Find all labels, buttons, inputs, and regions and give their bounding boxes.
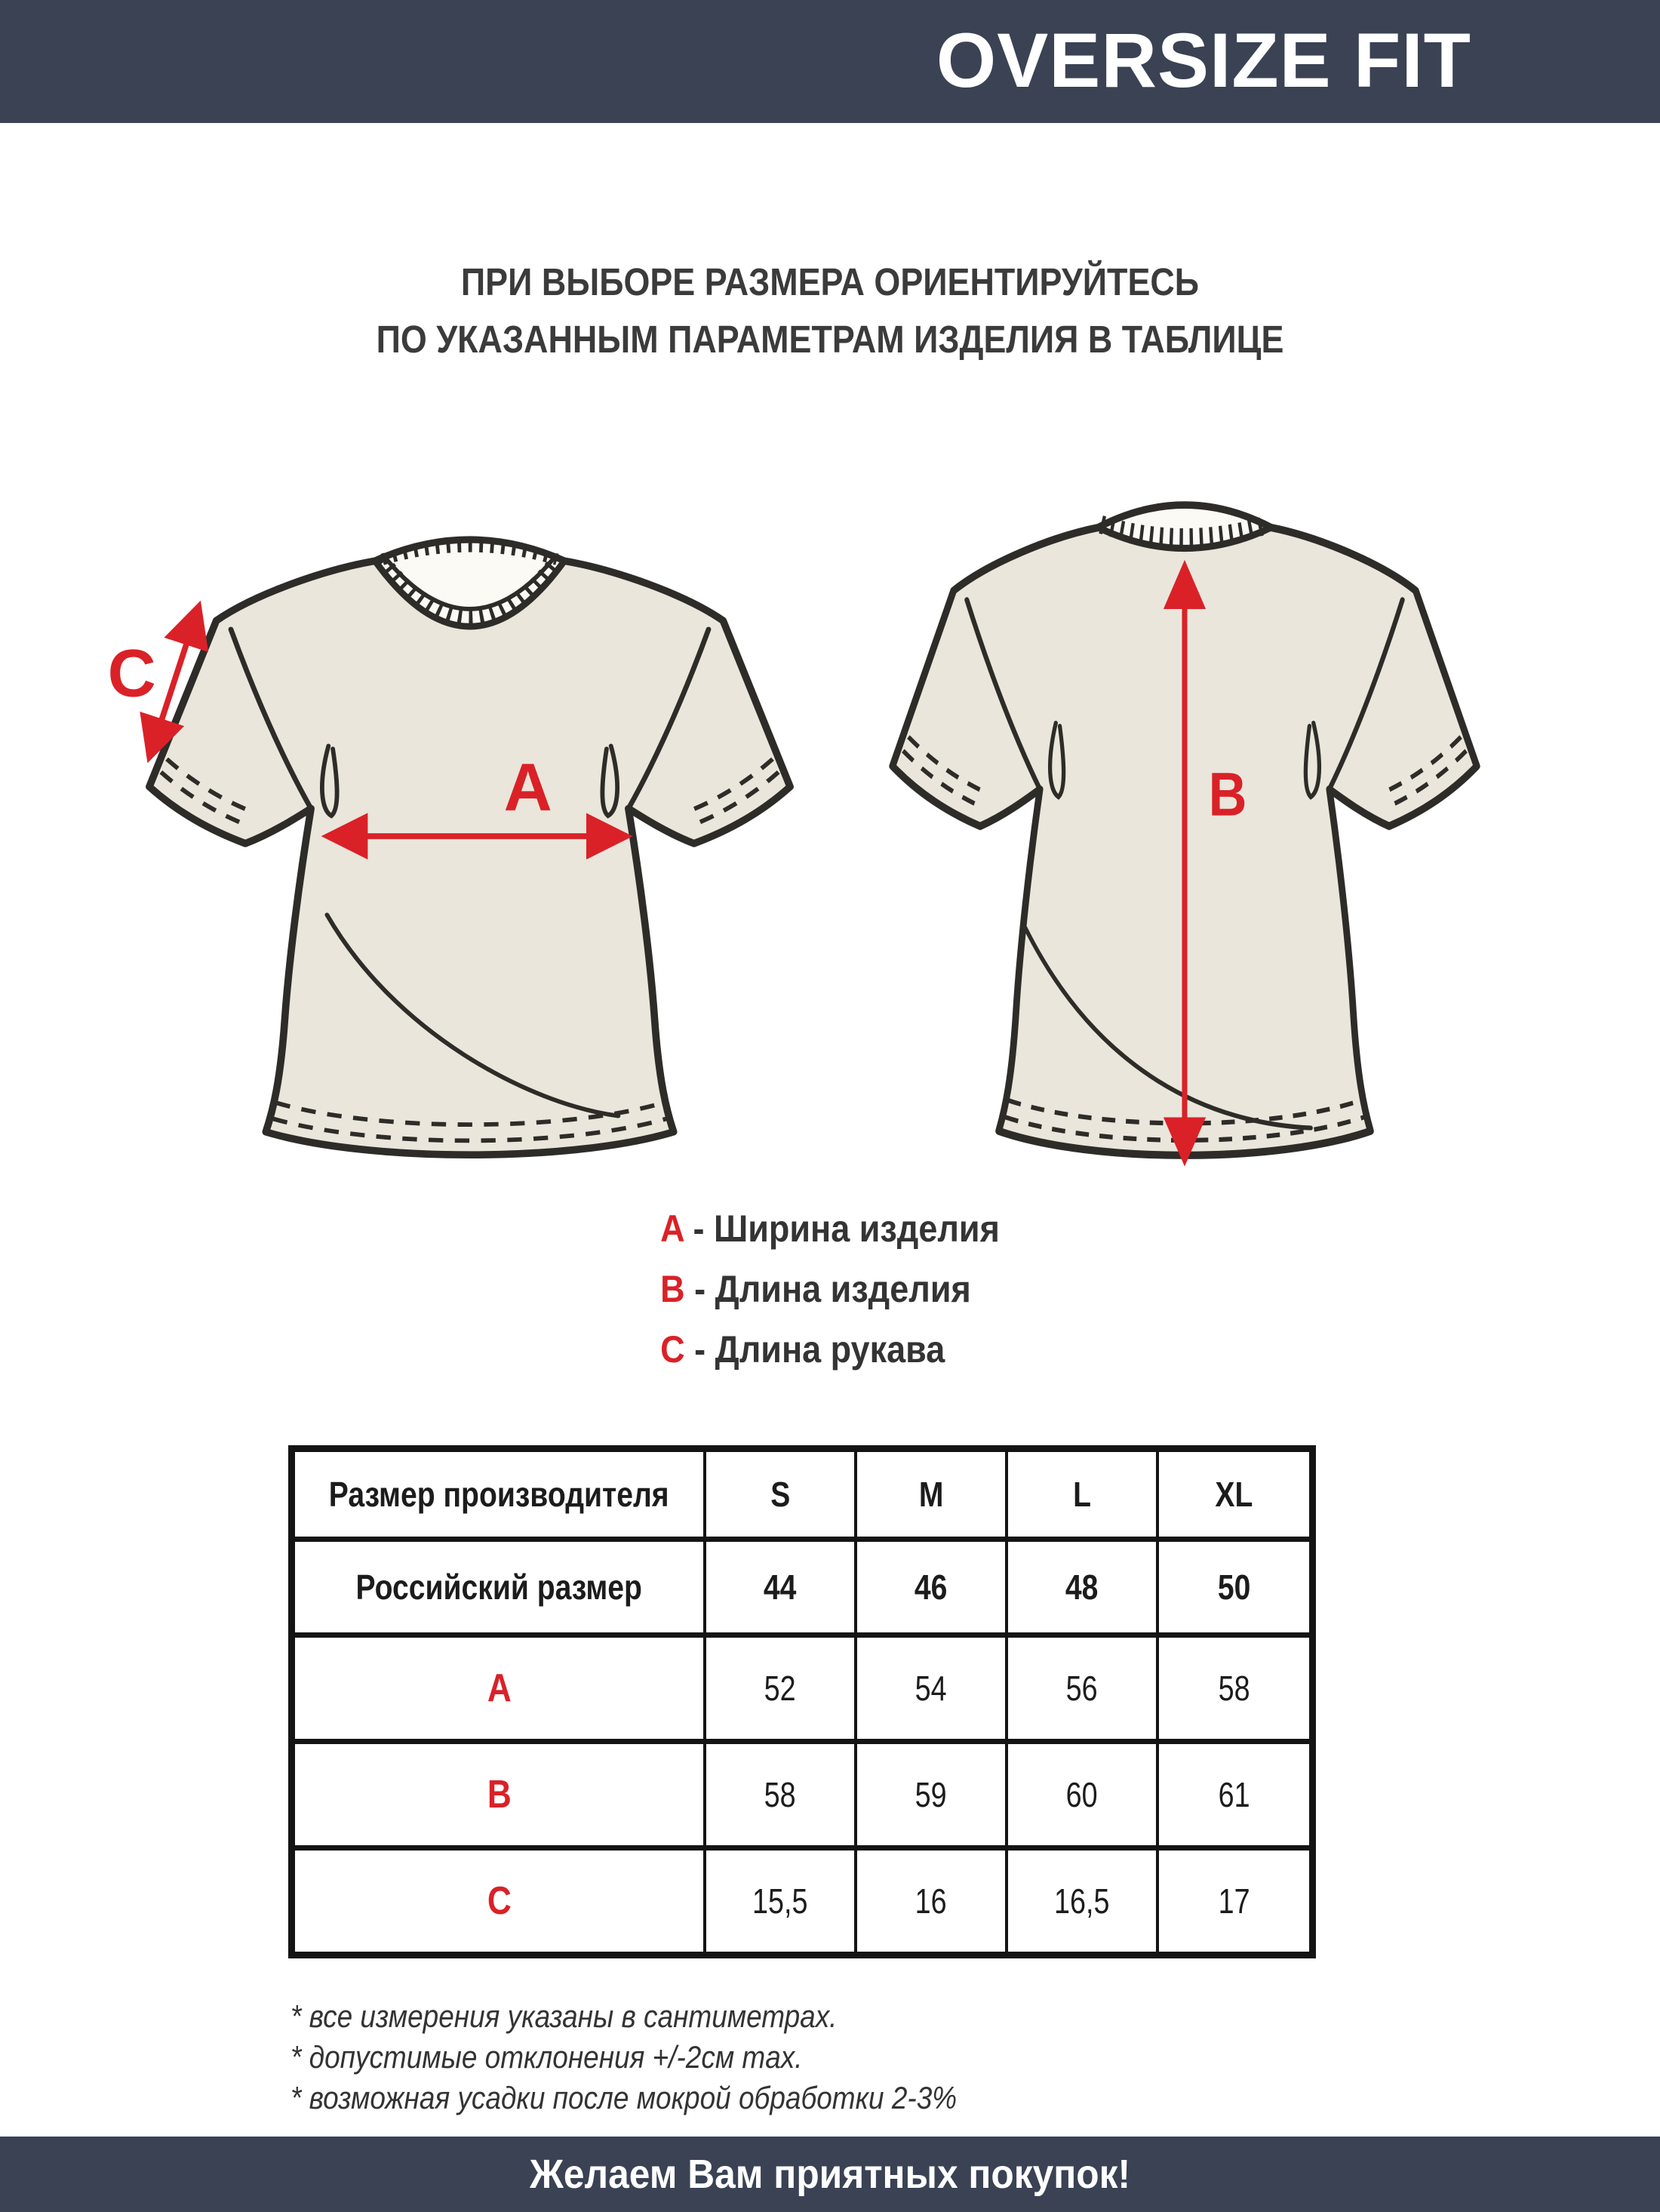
footnote-shrinkage: * возможная усадки после мокрой обработк… (290, 2080, 958, 2115)
value-cell: 54 (857, 1638, 1008, 1739)
value-cell: 61 (1218, 1775, 1250, 1814)
legend-dash: - (683, 1208, 714, 1250)
table-row-header: Размер производителя S M L XL (295, 1452, 1309, 1542)
legend-text-c: Длина рукава (715, 1328, 945, 1371)
front-right-sleeve-stitch (693, 770, 780, 827)
size-table: Размер производителя S M L XL Российский… (288, 1445, 1316, 1958)
row-label-cell: B (295, 1744, 706, 1845)
value-cell: 16 (857, 1851, 1008, 1952)
footnotes: * все измерения указаны в сантиметрах. *… (290, 1996, 1048, 2118)
front-shirt-illustration: A C (108, 536, 794, 1159)
back-right-sleeve-stitch (1388, 749, 1468, 809)
header-label-cell: Размер производителя (295, 1452, 706, 1537)
back-left-sleeve-stitch (907, 735, 986, 795)
row-label-cell: A (295, 1638, 706, 1739)
value-cell: 58 (706, 1744, 857, 1845)
front-right-armhole-seam (626, 626, 712, 811)
legend-dash: - (684, 1328, 715, 1371)
legend-item-c: C - Длина рукава (660, 1319, 1000, 1380)
table-row-russian-size: Российский размер 44 46 48 50 (295, 1542, 1309, 1638)
page-title-line2: ПО УКАЗАННЫМ ПАРАМЕТРАМ ИЗДЕЛИЯ В ТАБЛИЦ… (376, 318, 1284, 361)
page-title-line1: ПРИ ВЫБОРЕ РАЗМЕРА ОРИЕНТИРУЙТЕСЬ (460, 260, 1200, 303)
bottom-banner: Желаем Вам приятных покупок! (0, 2137, 1660, 2212)
back-hem-stitch (1004, 1115, 1365, 1143)
legend-dash: - (684, 1268, 715, 1310)
footnote-units: * все измерения указаны в сантиметрах. (290, 1998, 838, 2034)
legend-letter-b: B (660, 1268, 685, 1310)
value-cell: 48 (1008, 1542, 1159, 1632)
front-left-sleeve-stitch (159, 770, 247, 827)
front-wrinkle-line (324, 912, 621, 1118)
size-diagram: A C B (108, 501, 1480, 1167)
table-row-a: A 52 54 56 58 (295, 1638, 1309, 1744)
size-s-cell: S (706, 1452, 857, 1537)
front-shirt-body (146, 536, 794, 1159)
label-c: C (108, 636, 156, 711)
value-cell: 17 (1218, 1881, 1250, 1921)
front-right-sleeve-stitch (687, 757, 774, 814)
value-cell: 50 (1217, 1567, 1251, 1607)
top-banner: OVERSIZE FIT (0, 0, 1660, 123)
legend-letter-a: A (660, 1208, 684, 1250)
back-right-armhole-seam (1326, 597, 1405, 792)
front-collar (370, 537, 570, 630)
front-hem-stitch (272, 1116, 667, 1143)
front-left-sleeve-stitch (165, 757, 253, 814)
legend-text-a: Ширина изделия (713, 1208, 1000, 1250)
row-label-cell: Российский размер (295, 1542, 706, 1632)
value-cell: 15,5 (706, 1851, 857, 1952)
fit-title: OVERSIZE FIT (936, 17, 1471, 103)
front-collar-ribbing (374, 554, 565, 626)
value-cell: 44 (706, 1542, 857, 1632)
front-hem-stitch (275, 1100, 665, 1128)
sleeve-arrow-c (140, 600, 209, 764)
legend-text-b: Длина изделия (715, 1268, 971, 1310)
size-l-cell: L (1008, 1452, 1159, 1537)
value-cell: 16,5 (1008, 1851, 1159, 1952)
value-cell: 46 (857, 1542, 1008, 1632)
back-left-sleeve-stitch (902, 749, 981, 809)
table-row-c: C 15,5 16 16,5 17 (295, 1851, 1309, 1952)
back-left-armhole-seam (964, 597, 1043, 792)
value-cell: 58 (1218, 1669, 1250, 1708)
value-cell: 52 (706, 1638, 857, 1739)
front-collar-top-ribbing (380, 540, 559, 565)
label-b: B (1209, 761, 1247, 829)
measurement-legend: A - Ширина изделия B - Длина изделия C -… (660, 1198, 1000, 1380)
value-cell: 56 (1008, 1638, 1159, 1739)
row-label-cell: C (295, 1851, 706, 1952)
legend-item-a: A - Ширина изделия (660, 1198, 1000, 1259)
label-a: A (504, 749, 552, 824)
back-left-thread-loop (1047, 721, 1066, 800)
value-cell: 59 (857, 1744, 1008, 1845)
back-shirt-illustration: B (889, 501, 1480, 1167)
size-xl-cell: XL (1215, 1475, 1253, 1514)
farewell-message: Желаем Вам приятных покупок! (529, 2152, 1131, 2197)
back-collar-ribbing (1099, 515, 1271, 547)
front-left-armhole-seam (228, 626, 314, 811)
back-wrinkle-line (1023, 925, 1313, 1131)
back-right-thread-loop (1303, 721, 1322, 800)
table-row-b: B 58 59 60 61 (295, 1744, 1309, 1851)
front-collar-inner-line (384, 557, 555, 611)
page-title: ПРИ ВЫБОРЕ РАЗМЕРА ОРИЕНТИРУЙТЕСЬ ПО УКА… (100, 254, 1560, 368)
legend-item-b: B - Длина изделия (660, 1259, 1000, 1319)
size-m-cell: M (857, 1452, 1008, 1537)
value-cell: 60 (1008, 1744, 1159, 1845)
back-right-sleeve-stitch (1383, 735, 1462, 795)
legend-letter-c: C (660, 1328, 685, 1371)
footnote-tolerance: * допустимые отклонения +/-2см max. (290, 2039, 803, 2075)
